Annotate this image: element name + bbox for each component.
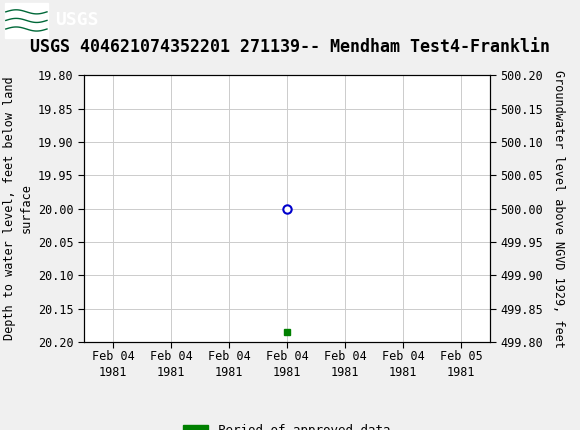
Text: USGS 404621074352201 271139-- Mendham Test4-Franklin: USGS 404621074352201 271139-- Mendham Te… <box>30 38 550 56</box>
Text: USGS: USGS <box>55 12 99 29</box>
Y-axis label: Depth to water level, feet below land
surface: Depth to water level, feet below land su… <box>2 77 32 341</box>
Y-axis label: Groundwater level above NGVD 1929, feet: Groundwater level above NGVD 1929, feet <box>552 70 564 347</box>
Legend: Period of approved data: Period of approved data <box>179 419 396 430</box>
FancyBboxPatch shape <box>5 3 48 37</box>
